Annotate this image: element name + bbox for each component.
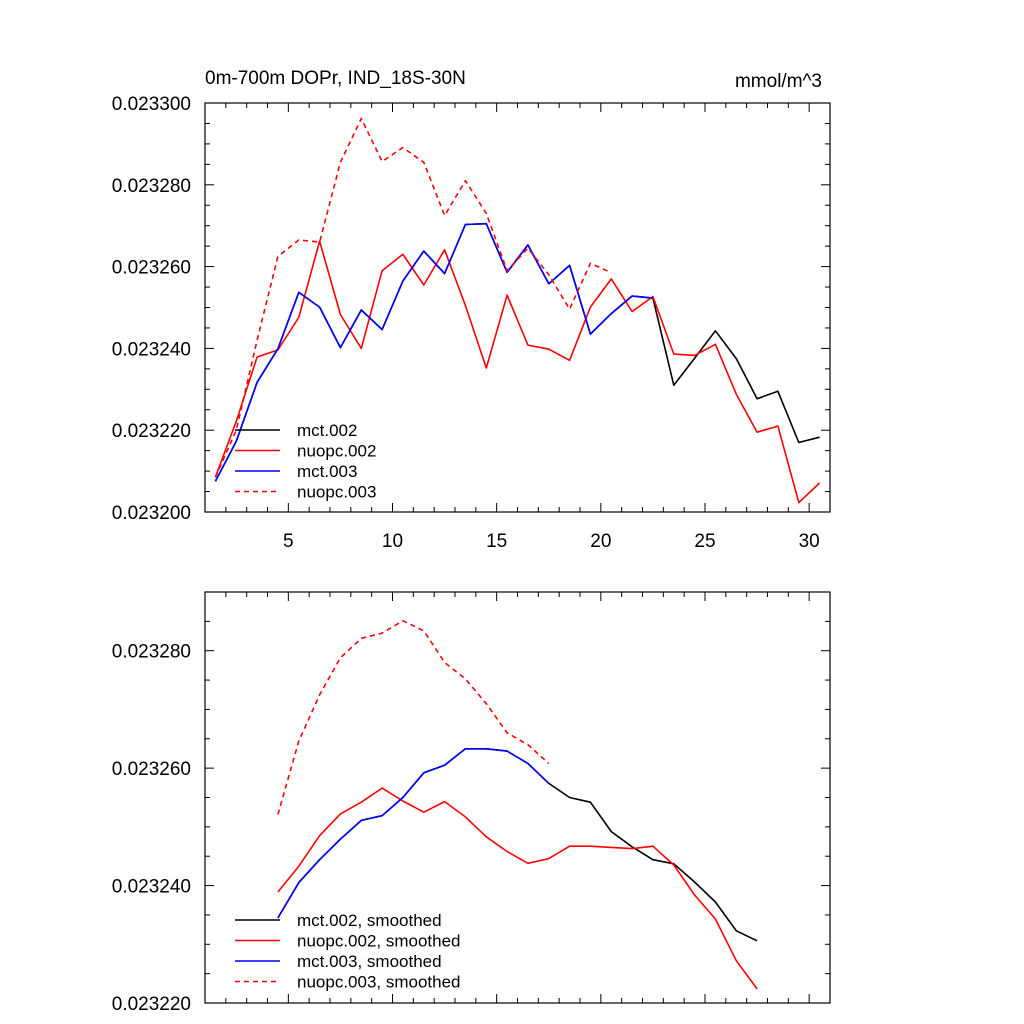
- x-tick-label: 5: [283, 531, 294, 552]
- y-tick-label: 0.023260: [112, 258, 191, 279]
- series-group: [277, 619, 758, 990]
- legend-label: mct.003: [297, 462, 357, 481]
- x-tick-label: 20: [590, 531, 611, 552]
- bottom-panel: 0.023220 0.023240 0.023260 0.023280 mct.002,…: [112, 591, 831, 1015]
- x-tick-label: 25: [694, 531, 715, 552]
- y-tick-label: 0.023260: [112, 759, 191, 780]
- legend-label: mct.003, smoothed: [297, 952, 442, 971]
- y-tick-label: 0.023200: [112, 503, 191, 524]
- y-tick-label: 0.023280: [112, 176, 191, 197]
- legend-label: nuopc.003, smoothed: [297, 973, 461, 992]
- series-line-mct-003-smoothed: [277, 747, 550, 919]
- y-tick-label: 0.023220: [112, 994, 191, 1015]
- series-line-nuopc-003: [214, 117, 612, 478]
- x-tick-label: 15: [486, 531, 507, 552]
- y-tick-label: 0.023240: [112, 877, 191, 898]
- legend-label: nuopc.002, smoothed: [297, 932, 461, 951]
- x-tick-label: 30: [799, 531, 820, 552]
- y-tick-label: 0.023280: [112, 642, 191, 663]
- y-tick-label: 0.023220: [112, 421, 191, 442]
- top-panel: 5 10 15 20 25 30 0.023200 0.023220 0.023240 0.023…: [112, 68, 831, 552]
- series-line-nuopc-003-smoothed: [277, 619, 550, 815]
- series-group: [214, 117, 821, 504]
- chart-title: 0m-700m DOPr, IND_18S-30N: [205, 68, 466, 89]
- y-tick-label: 0.023240: [112, 339, 191, 360]
- legend-label: nuopc.002: [297, 442, 376, 461]
- units-label: mmol/m^3: [735, 71, 822, 92]
- series-line-mct-003: [214, 222, 653, 482]
- series-line-nuopc-002-smoothed: [277, 787, 758, 990]
- y-tick-label: 0.023300: [112, 94, 191, 115]
- legend-label: mct.002: [297, 421, 357, 440]
- legend-label: nuopc.003: [297, 483, 376, 502]
- x-tick-label: 10: [382, 531, 403, 552]
- legend: mct.002, smoothed nuopc.002, smoothedmct.…: [235, 911, 461, 992]
- series-line-nuopc-002: [214, 240, 821, 504]
- legend-label: mct.002, smoothed: [297, 911, 442, 930]
